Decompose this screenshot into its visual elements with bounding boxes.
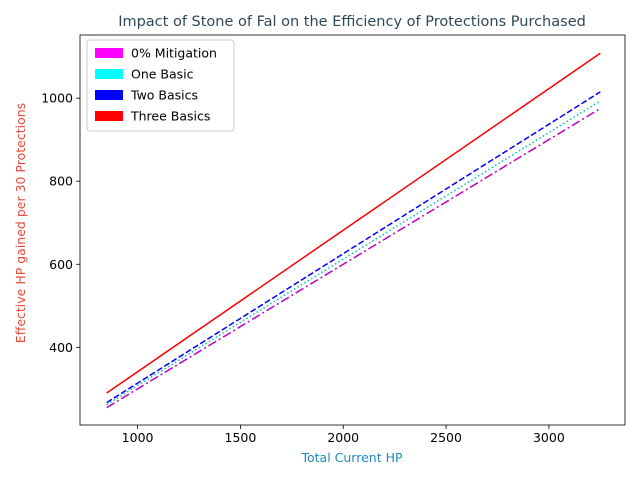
legend-swatch-3 — [95, 111, 123, 121]
legend-box — [86, 39, 235, 132]
y-tick-label: 400 — [49, 340, 73, 355]
series-line-3 — [106, 52, 601, 394]
legend-swatch-2 — [95, 90, 123, 100]
legend-label-3: Three Basics — [130, 109, 210, 124]
chart-title: Impact of Stone of Fal on the Efficiency… — [118, 14, 586, 30]
legend-swatch-0 — [95, 48, 123, 58]
y-axis-ticks: 400 600 800 1000 — [41, 91, 80, 355]
legend: 0% Mitigation One Basic Two Basics Three Ba… — [86, 39, 235, 132]
y-tick-label: 600 — [49, 257, 73, 272]
plot-frame — [79, 34, 626, 426]
series-line-0 — [106, 107, 601, 409]
series-line-1 — [106, 100, 601, 406]
x-tick-label: 1500 — [225, 430, 257, 445]
legend-swatch-1 — [95, 69, 123, 79]
x-tick-label: 2000 — [327, 430, 359, 445]
legend-label-0: 0% Mitigation — [131, 46, 217, 61]
x-tick-label: 2500 — [430, 430, 462, 445]
legend-label-2: Two Basics — [130, 88, 198, 103]
y-axis-label: Effective HP gained per 30 Protections — [13, 103, 28, 343]
series-line-2 — [106, 91, 601, 404]
plot-area — [79, 34, 626, 426]
x-tick-label: 3000 — [533, 430, 565, 445]
x-tick-label: 1000 — [122, 430, 154, 445]
x-axis-label: Total Current HP — [300, 450, 402, 465]
y-tick-label: 800 — [49, 174, 73, 189]
x-axis-ticks: 1000 1500 2000 2500 3000 — [122, 425, 565, 445]
y-tick-label: 1000 — [41, 91, 73, 106]
legend-label-1: One Basic — [131, 67, 194, 82]
